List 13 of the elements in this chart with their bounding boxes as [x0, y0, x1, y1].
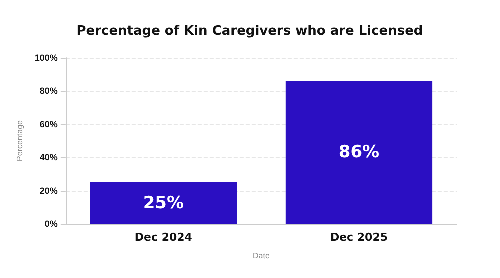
- y-tick-label: 40%: [40, 152, 58, 163]
- x-tick-label: Dec 2024: [134, 231, 193, 244]
- x-tick-label: Dec 2025: [330, 231, 388, 244]
- y-tick-label: 0%: [44, 219, 58, 229]
- data-label: 25%: [143, 193, 184, 214]
- x-axis-title: Date: [253, 252, 270, 260]
- data-label: 86%: [338, 142, 380, 163]
- y-tick-label: 60%: [40, 119, 58, 130]
- y-axis-title: Percentage: [16, 120, 24, 162]
- y-tick-label: 100%: [34, 53, 58, 63]
- chart-title: Percentage of Kin Caregivers who are Licensed: [76, 24, 424, 39]
- y-tick-label: 80%: [40, 86, 58, 96]
- y-tick-label: 20%: [40, 186, 58, 196]
